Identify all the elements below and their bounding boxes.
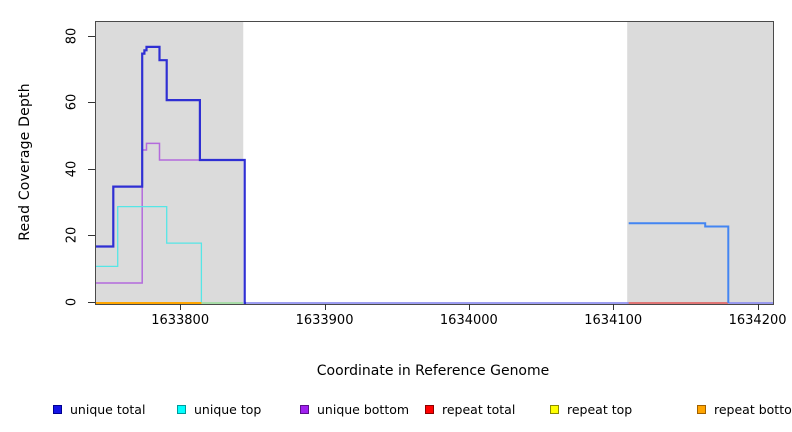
x-tick-label: 1633900 bbox=[295, 313, 354, 328]
legend-item-repeat-bottom: repeat bottom bbox=[697, 399, 792, 419]
y-tick-mark bbox=[88, 235, 95, 237]
x-tick-label: 1633800 bbox=[151, 313, 210, 328]
y-axis-label: Read Coverage Depth bbox=[17, 83, 33, 241]
y-tick-label: 0 bbox=[64, 297, 80, 307]
x-tick-mark bbox=[757, 304, 759, 310]
legend-label: unique bottom bbox=[317, 401, 410, 417]
legend-swatch-icon bbox=[300, 404, 309, 414]
x-tick-mark bbox=[324, 304, 326, 310]
series-unique-total bbox=[628, 222, 730, 303]
x-tick-mark bbox=[180, 304, 182, 310]
legend-item-repeat-total: repeat total bbox=[425, 399, 515, 419]
legend-label: repeat total bbox=[442, 401, 516, 417]
y-tick-label: 80 bbox=[64, 27, 80, 45]
legend-label: repeat top bbox=[567, 401, 633, 417]
y-tick-mark bbox=[88, 302, 95, 303]
legend-item-unique-top: unique top bbox=[177, 399, 261, 419]
legend-swatch-icon bbox=[697, 404, 706, 414]
shaded-region bbox=[96, 22, 244, 304]
legend-swatch-icon bbox=[425, 404, 434, 414]
x-axis-label: Coordinate in Reference Genome bbox=[316, 363, 550, 379]
y-tick-label: 20 bbox=[64, 227, 80, 244]
y-tick-mark bbox=[88, 168, 95, 170]
legend-item-repeat-top: repeat top bbox=[550, 399, 632, 419]
x-tick-mark bbox=[468, 304, 470, 310]
series-unique-top bbox=[96, 205, 203, 303]
y-tick-mark bbox=[88, 35, 95, 37]
legend: unique total unique top unique bottom repea… bbox=[0, 399, 792, 419]
series-unique-total bbox=[96, 45, 247, 304]
legend-swatch-icon bbox=[550, 404, 559, 414]
legend-label: unique total bbox=[70, 401, 146, 417]
y-tick-mark bbox=[88, 102, 95, 104]
y-tick-label: 40 bbox=[64, 160, 80, 178]
x-tick-label: 1634200 bbox=[728, 313, 787, 328]
legend-item-unique-bottom: unique bottom bbox=[300, 399, 409, 419]
coverage-step-chart bbox=[96, 22, 773, 304]
x-tick-label: 1634000 bbox=[439, 313, 498, 328]
legend-label: unique top bbox=[194, 401, 262, 417]
legend-swatch-icon bbox=[53, 404, 62, 414]
x-tick-label: 1634100 bbox=[584, 313, 643, 328]
legend-label: repeat bottom bbox=[714, 401, 792, 417]
x-tick-mark bbox=[613, 304, 615, 310]
shaded-region bbox=[627, 22, 773, 304]
y-tick-label: 60 bbox=[64, 94, 80, 111]
legend-swatch-icon bbox=[177, 404, 186, 414]
legend-item-unique-total: unique total bbox=[53, 399, 145, 419]
plot-area bbox=[95, 21, 774, 305]
